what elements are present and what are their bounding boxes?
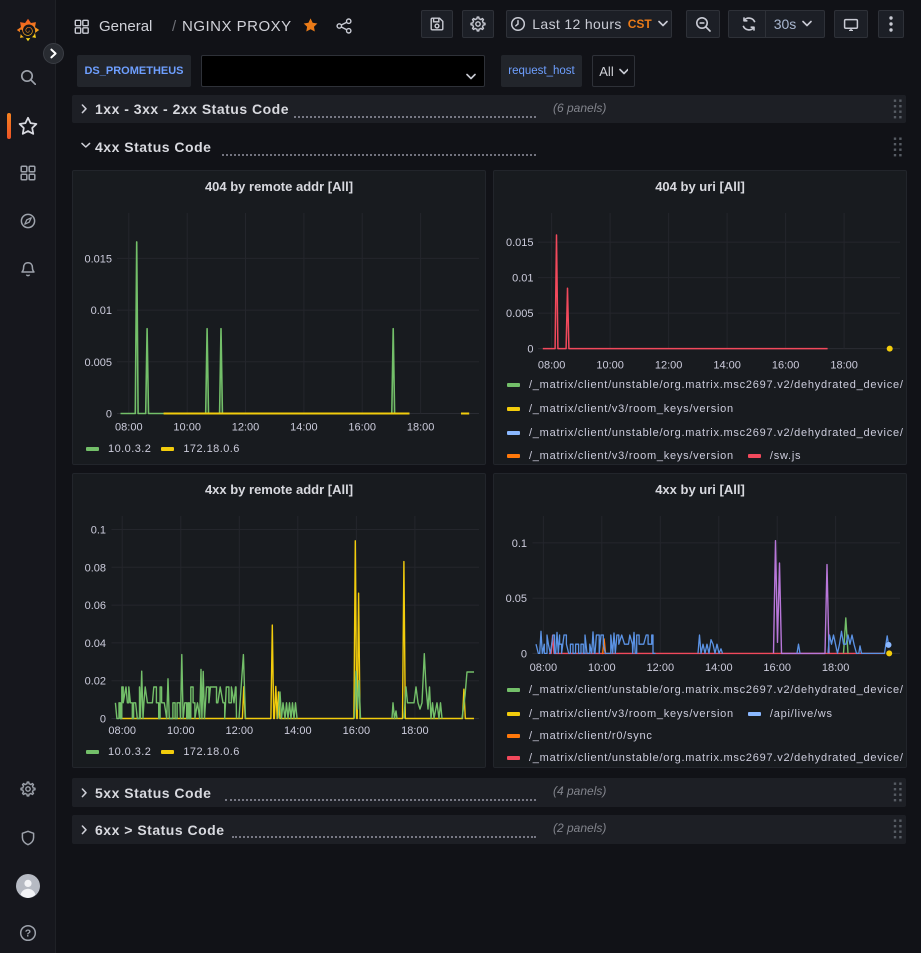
svg-text:0: 0 [527,344,533,356]
svg-text:16:00: 16:00 [348,422,376,434]
svg-text:0.06: 0.06 [85,600,106,612]
svg-text:10:00: 10:00 [173,422,201,434]
svg-text:10:00: 10:00 [167,725,195,737]
svg-text:16:00: 16:00 [763,662,791,674]
svg-text:18:00: 18:00 [407,422,435,434]
svg-text:0: 0 [100,714,106,726]
svg-text:10:00: 10:00 [596,360,624,372]
svg-text:0.08: 0.08 [85,562,106,574]
svg-text:0.05: 0.05 [506,593,527,605]
svg-text:12:00: 12:00 [232,422,260,434]
svg-text:08:00: 08:00 [530,662,558,674]
svg-text:0.005: 0.005 [84,357,112,369]
svg-text:14:00: 14:00 [713,360,741,372]
svg-text:08:00: 08:00 [108,725,136,737]
svg-text:12:00: 12:00 [226,725,254,737]
svg-text:14:00: 14:00 [284,725,312,737]
svg-text:0.1: 0.1 [91,525,106,537]
svg-text:0.1: 0.1 [512,538,527,550]
svg-text:0.01: 0.01 [512,273,533,285]
svg-text:0: 0 [106,409,112,421]
svg-text:0.04: 0.04 [85,638,106,650]
svg-text:08:00: 08:00 [115,422,143,434]
svg-text:18:00: 18:00 [401,725,429,737]
svg-text:0.005: 0.005 [506,308,534,320]
svg-text:14:00: 14:00 [705,662,733,674]
svg-text:18:00: 18:00 [822,662,850,674]
svg-text:?: ? [24,928,30,940]
svg-text:0.015: 0.015 [506,237,534,249]
svg-text:0.01: 0.01 [91,305,112,317]
svg-text:0: 0 [521,648,527,660]
svg-text:0.02: 0.02 [85,676,106,688]
svg-text:18:00: 18:00 [830,360,858,372]
svg-text:16:00: 16:00 [343,725,371,737]
svg-text:0.015: 0.015 [84,253,112,265]
svg-text:12:00: 12:00 [647,662,675,674]
svg-text:14:00: 14:00 [290,422,318,434]
svg-text:10:00: 10:00 [588,662,616,674]
svg-text:16:00: 16:00 [772,360,800,372]
svg-text:08:00: 08:00 [538,360,566,372]
svg-text:12:00: 12:00 [655,360,683,372]
